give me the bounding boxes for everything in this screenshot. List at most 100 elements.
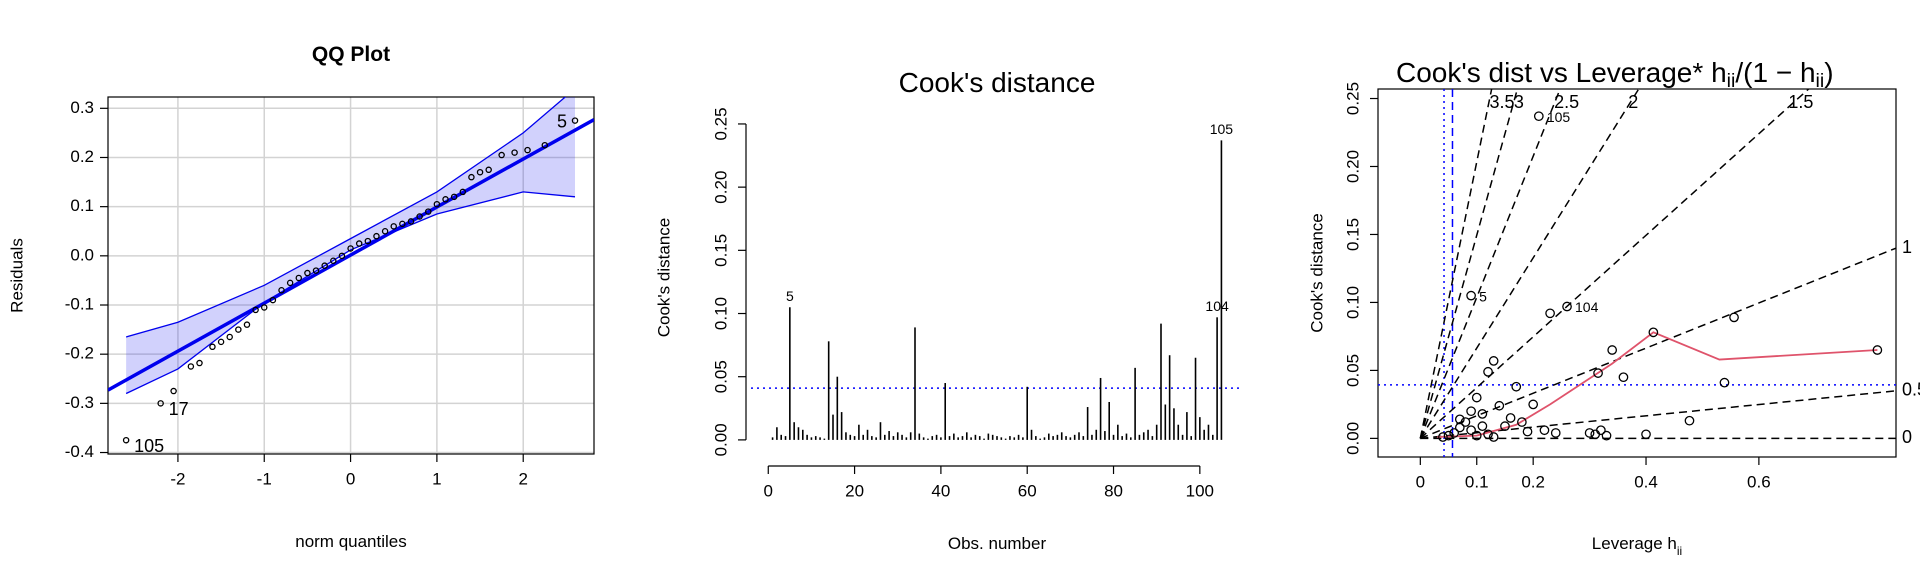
contour-label: 1.5 bbox=[1788, 92, 1813, 112]
point bbox=[1719, 377, 1730, 388]
point bbox=[511, 149, 518, 156]
point bbox=[304, 269, 311, 277]
point bbox=[196, 359, 203, 367]
point bbox=[1641, 429, 1651, 440]
y-tick-label: 0.00 bbox=[711, 423, 730, 456]
contour-line bbox=[1419, 89, 1519, 439]
point bbox=[1483, 366, 1493, 377]
point bbox=[1460, 417, 1471, 427]
contour-label: 2.5 bbox=[1554, 92, 1579, 112]
chart-title-text: Cook's dist vs Leverage* bbox=[1396, 57, 1711, 88]
point bbox=[187, 363, 195, 370]
point bbox=[524, 146, 531, 154]
point bbox=[330, 257, 337, 264]
x-tick-label: 0 bbox=[1416, 472, 1425, 491]
x-tick-label: 0.4 bbox=[1634, 472, 1658, 491]
contour-line bbox=[1419, 89, 1810, 439]
x-tick-label: 20 bbox=[845, 481, 864, 500]
point bbox=[1528, 399, 1539, 410]
data-label: 5 bbox=[786, 288, 794, 304]
y-tick-label: 0.15 bbox=[1343, 218, 1362, 251]
point bbox=[1601, 430, 1612, 441]
point bbox=[1488, 432, 1499, 442]
point bbox=[1684, 415, 1695, 426]
point bbox=[1477, 421, 1488, 431]
point bbox=[381, 227, 389, 235]
x-tick-label: 0 bbox=[346, 469, 355, 488]
point bbox=[1471, 392, 1482, 403]
point bbox=[1729, 312, 1739, 323]
y-tick-label: 0.0 bbox=[70, 245, 94, 264]
point bbox=[1477, 409, 1488, 419]
y-tick-label: 0.10 bbox=[1343, 286, 1362, 319]
point bbox=[1618, 372, 1629, 383]
point bbox=[1562, 301, 1572, 312]
x-axis-label-text: Obs. number bbox=[948, 534, 1047, 553]
point bbox=[476, 168, 484, 176]
x-tick-label: -2 bbox=[170, 469, 185, 488]
x-tick-label: 1 bbox=[432, 469, 441, 488]
chart-title-text: QQ Plot bbox=[312, 43, 390, 66]
y-tick-label: 0.05 bbox=[1343, 354, 1362, 387]
point bbox=[1443, 430, 1454, 441]
chart-title-symbol: /(1 − h bbox=[1735, 57, 1815, 88]
point bbox=[433, 200, 441, 208]
x-tick-label: 2 bbox=[518, 469, 527, 488]
fit-line bbox=[108, 118, 594, 392]
point bbox=[1872, 345, 1883, 355]
y-tick-label: 0.25 bbox=[711, 107, 730, 140]
point bbox=[1648, 327, 1659, 338]
y-axis-label: Residuals bbox=[7, 238, 26, 313]
point-label: 104 bbox=[1575, 299, 1599, 315]
point bbox=[1449, 428, 1460, 438]
point bbox=[1454, 414, 1465, 425]
point bbox=[1522, 426, 1533, 437]
point bbox=[442, 196, 449, 203]
data-label: 104 bbox=[1205, 298, 1229, 314]
point bbox=[1471, 430, 1482, 441]
y-tick-label: 0.25 bbox=[1343, 82, 1362, 115]
point bbox=[1438, 432, 1448, 442]
point bbox=[407, 218, 415, 225]
point bbox=[122, 436, 130, 444]
point bbox=[252, 306, 259, 314]
point bbox=[498, 151, 505, 159]
x-tick-label: 100 bbox=[1186, 481, 1214, 500]
point bbox=[260, 304, 268, 311]
y-tick-label: 0.05 bbox=[711, 360, 730, 393]
contour-label: 0.5 bbox=[1902, 380, 1920, 400]
point bbox=[157, 400, 164, 407]
chart-title-symbol: ) bbox=[1824, 57, 1833, 88]
point bbox=[468, 173, 475, 181]
y-tick-label: 0.20 bbox=[1343, 150, 1362, 183]
point bbox=[243, 321, 251, 328]
point bbox=[485, 166, 492, 174]
y-axis-label: Cook's distance bbox=[1307, 213, 1326, 332]
contour-label: 2 bbox=[1628, 92, 1638, 112]
point bbox=[541, 141, 549, 149]
point bbox=[355, 240, 363, 247]
x-tick-label: 0.2 bbox=[1521, 472, 1545, 491]
point bbox=[1466, 425, 1476, 436]
point bbox=[459, 188, 467, 196]
point bbox=[235, 326, 242, 333]
point bbox=[347, 245, 354, 252]
point bbox=[312, 267, 320, 274]
point bbox=[269, 296, 277, 304]
point bbox=[286, 279, 294, 287]
point-label: 105 bbox=[1547, 109, 1571, 125]
point bbox=[1488, 356, 1499, 366]
y-tick-label: -0.1 bbox=[65, 294, 94, 313]
y-tick-label: 0.3 bbox=[70, 98, 94, 117]
y-tick-label: 0.10 bbox=[711, 297, 730, 330]
x-axis-label-subscript: ii bbox=[1677, 544, 1682, 558]
x-tick-label: 0 bbox=[764, 481, 773, 500]
contour-label: 3.5 bbox=[1490, 92, 1515, 112]
y-tick-label: 0.00 bbox=[1343, 422, 1362, 455]
point bbox=[425, 208, 432, 215]
point bbox=[571, 117, 579, 124]
point bbox=[226, 333, 233, 341]
chart-title: Cook's dist vs Leverage* hii/(1 − hii) bbox=[1396, 57, 1834, 92]
